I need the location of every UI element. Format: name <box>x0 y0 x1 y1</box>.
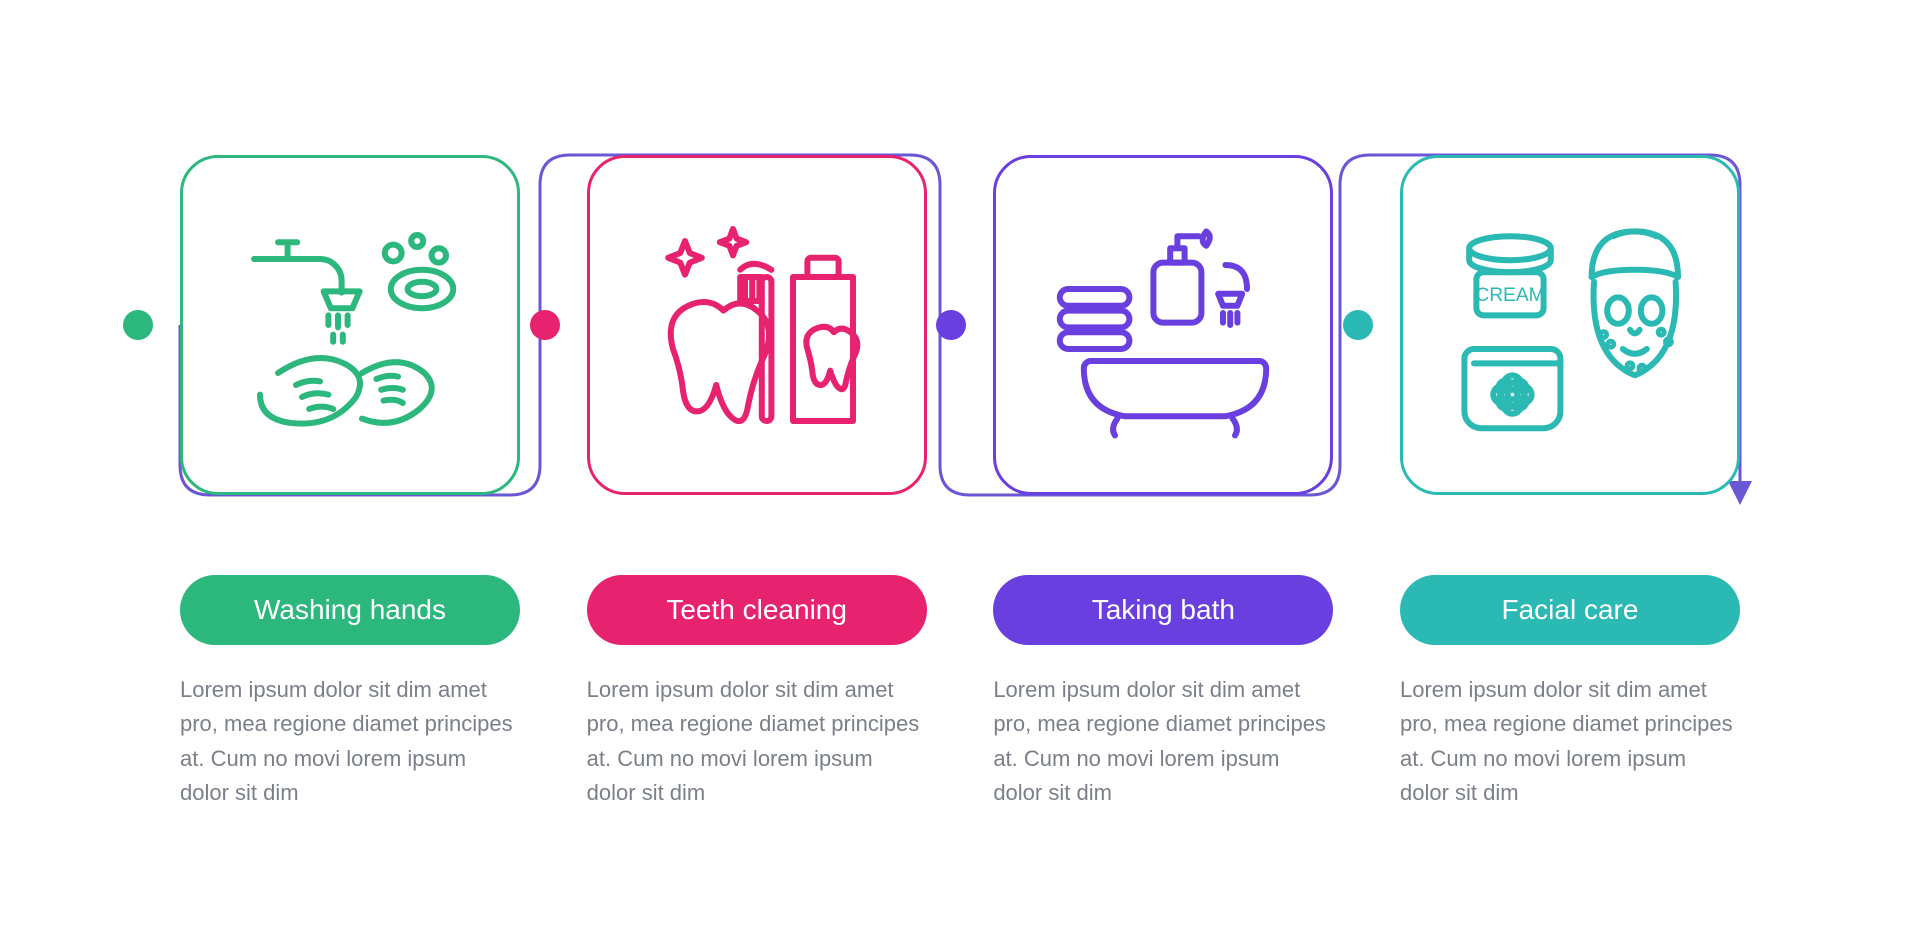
step-card-washing-hands <box>180 155 520 495</box>
pill-facial-care: Facial care <box>1400 575 1740 645</box>
step-dot <box>123 310 153 340</box>
label-col-washing-hands: Washing hands Lorem ipsum dolor sit dim … <box>180 575 520 809</box>
pill-washing-hands: Washing hands <box>180 575 520 645</box>
pill-taking-bath: Taking bath <box>993 575 1333 645</box>
bath-icon <box>1043 205 1283 445</box>
teeth-icon <box>637 205 877 445</box>
labels-row: Washing hands Lorem ipsum dolor sit dim … <box>140 575 1780 809</box>
infographic-canvas: CREAM <box>140 135 1780 809</box>
pill-teeth-cleaning: Teeth cleaning <box>587 575 927 645</box>
step-dot <box>936 310 966 340</box>
pill-label: Washing hands <box>254 594 446 626</box>
step-dot <box>530 310 560 340</box>
label-col-taking-bath: Taking bath Lorem ipsum dolor sit dim am… <box>993 575 1333 809</box>
step-dot <box>1343 310 1373 340</box>
cream-label: CREAM <box>1475 285 1544 306</box>
step-card-taking-bath <box>993 155 1333 495</box>
facial-icon: CREAM <box>1450 205 1690 445</box>
hands-icon <box>230 205 470 445</box>
step-desc: Lorem ipsum dolor sit dim amet pro, mea … <box>993 673 1333 809</box>
cards-row: CREAM <box>140 135 1780 515</box>
step-desc: Lorem ipsum dolor sit dim amet pro, mea … <box>587 673 927 809</box>
step-card-facial-care: CREAM <box>1400 155 1740 495</box>
flow-row: CREAM <box>140 135 1780 515</box>
label-col-teeth-cleaning: Teeth cleaning Lorem ipsum dolor sit dim… <box>587 575 927 809</box>
label-col-facial-care: Facial care Lorem ipsum dolor sit dim am… <box>1400 575 1740 809</box>
pill-label: Teeth cleaning <box>666 594 847 626</box>
pill-label: Taking bath <box>1092 594 1235 626</box>
step-card-teeth-cleaning <box>587 155 927 495</box>
step-desc: Lorem ipsum dolor sit dim amet pro, mea … <box>1400 673 1740 809</box>
step-desc: Lorem ipsum dolor sit dim amet pro, mea … <box>180 673 520 809</box>
pill-label: Facial care <box>1502 594 1639 626</box>
